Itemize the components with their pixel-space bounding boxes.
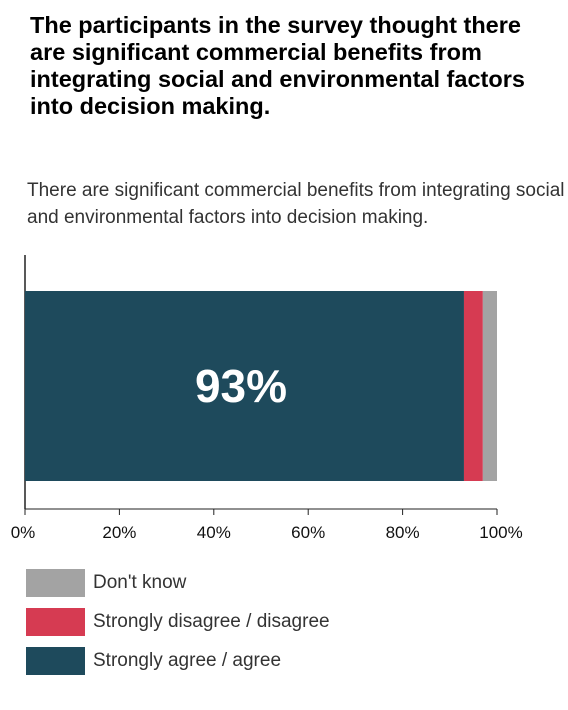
legend-label: Don't know: [93, 572, 187, 593]
legend-label: Strongly disagree / disagree: [93, 611, 330, 632]
legend-label: Strongly agree / agree: [93, 650, 282, 671]
x-tick-label: 100%: [479, 523, 522, 542]
legend-swatch: [26, 608, 85, 636]
bar-data-label: 93%: [195, 360, 287, 412]
legend-swatch: [26, 569, 85, 597]
legend-item: Strongly disagree / disagree: [26, 608, 546, 636]
stacked-bar-chart: 93% 0% 20% 40% 60% 80% 100%: [11, 255, 523, 542]
legend-item: Don't know: [26, 569, 546, 597]
bar-segment-1: [463, 291, 483, 481]
bar-segment-0: [25, 291, 464, 481]
x-tick-label: 40%: [197, 523, 231, 542]
legend-item: Strongly agree / agree: [26, 647, 546, 675]
x-tick-label: 0%: [11, 523, 36, 542]
bar-segment-2: [482, 291, 497, 481]
x-tick-label: 60%: [291, 523, 325, 542]
x-tick-label: 80%: [386, 523, 420, 542]
x-tick-label: 20%: [102, 523, 136, 542]
headline: The participants in the survey thought t…: [30, 12, 525, 119]
chart-title: There are significant commercial benefit…: [27, 180, 565, 228]
legend-swatch: [26, 647, 85, 675]
